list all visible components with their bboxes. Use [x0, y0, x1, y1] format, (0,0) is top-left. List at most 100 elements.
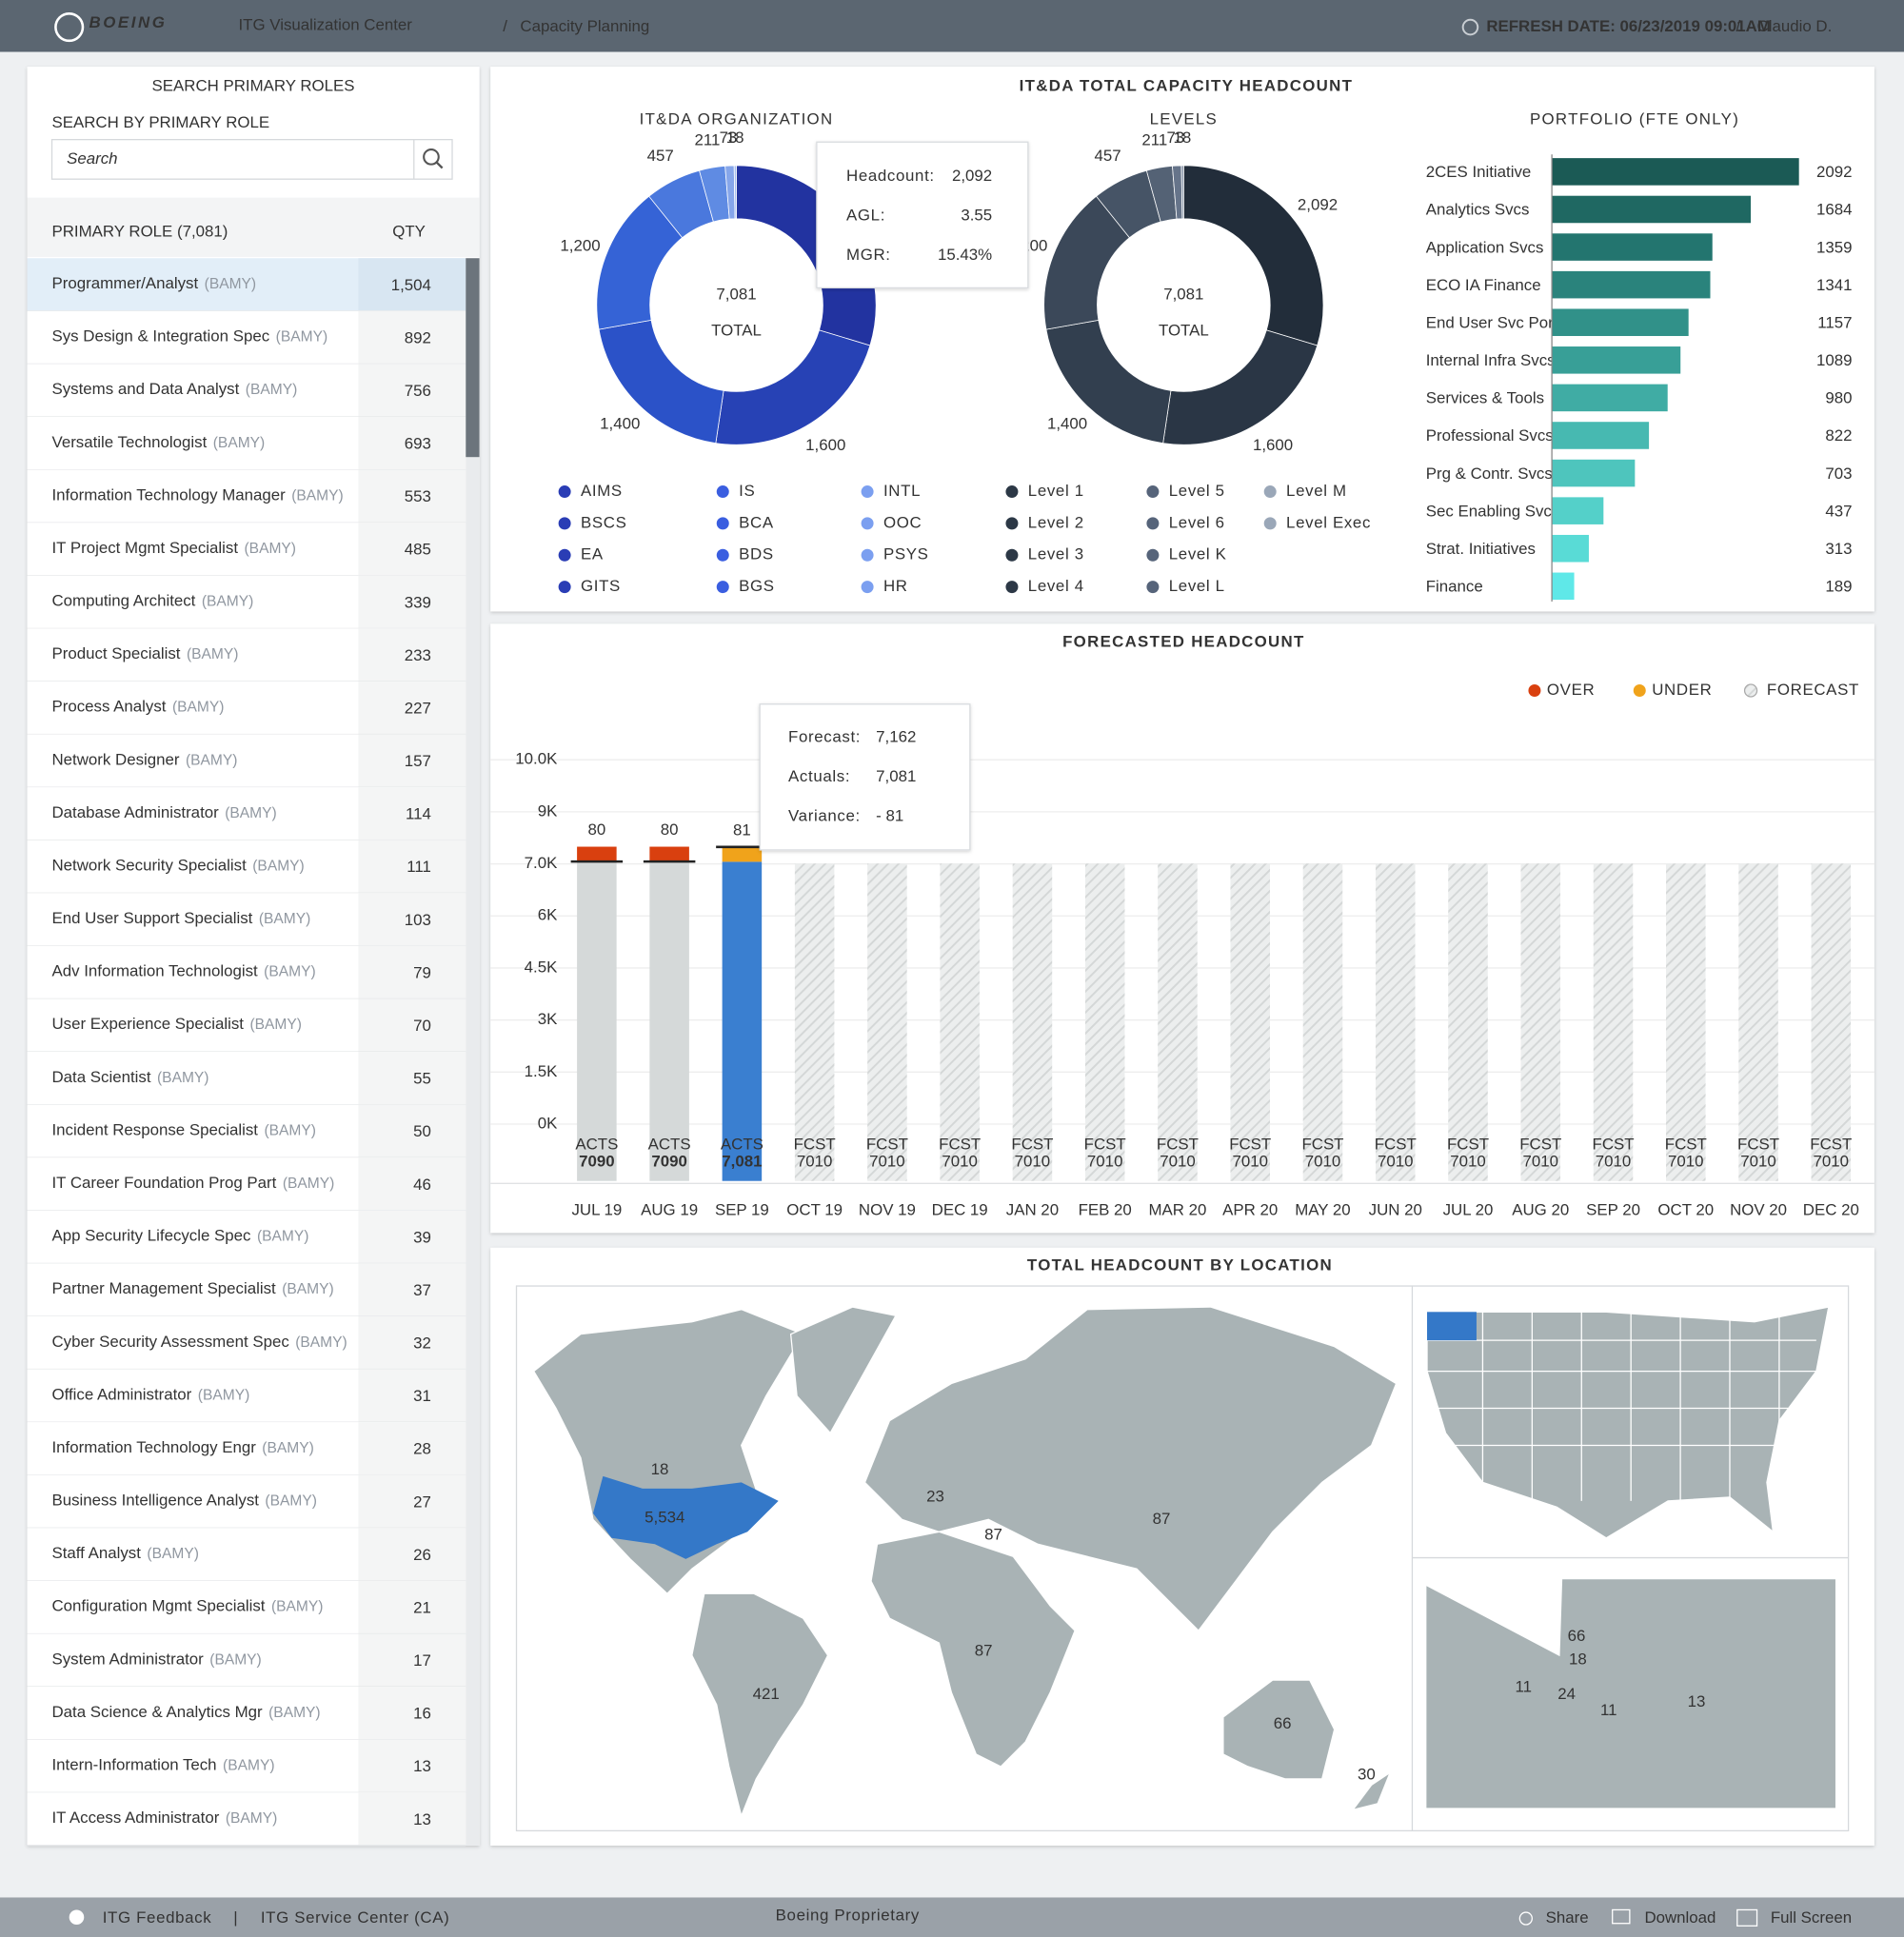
role-tag: (BAMY): [257, 1229, 308, 1245]
forecast-bar[interactable]: [1230, 863, 1270, 1181]
bar-value: 1341: [1816, 276, 1853, 294]
role-name: Office Administrator (BAMY): [52, 1386, 250, 1404]
actual-bar[interactable]: [649, 861, 689, 1181]
y-tick-label: 1.5K: [525, 1062, 558, 1080]
bar[interactable]: [1552, 534, 1589, 563]
forecast-bar[interactable]: [867, 863, 907, 1181]
tooltip-label: Variance:: [788, 806, 861, 824]
role-qty: 103: [405, 911, 431, 929]
donut-segment[interactable]: [1182, 165, 1324, 346]
bar[interactable]: [1552, 459, 1636, 487]
footer-divider: |: [233, 1908, 238, 1927]
legend-label: BSCS: [581, 513, 627, 531]
role-name: Staff Analyst (BAMY): [52, 1545, 199, 1563]
bar[interactable]: [1552, 158, 1799, 186]
search-box[interactable]: [50, 139, 453, 180]
forecast-bar[interactable]: [940, 863, 980, 1181]
refresh-date: REFRESH DATE: 06/23/2019 09:01AM: [1486, 17, 1771, 35]
footer-link[interactable]: ITG Feedback: [103, 1908, 212, 1927]
role-qty: 27: [413, 1492, 431, 1511]
map-land: [1425, 1577, 1837, 1809]
actual-bar[interactable]: [722, 861, 763, 1181]
qty-cell: [358, 840, 466, 894]
forecast-bar[interactable]: [1520, 863, 1561, 1181]
bar[interactable]: [1552, 497, 1604, 524]
forecast-bar[interactable]: [1738, 863, 1778, 1181]
forecast-bar[interactable]: [1084, 863, 1125, 1181]
forecast-bar[interactable]: [1302, 863, 1343, 1181]
role-label: Partner Management Specialist: [52, 1280, 277, 1298]
qty-cell: [358, 258, 466, 311]
forecast-bar[interactable]: [1158, 863, 1198, 1181]
bar-value: 7010: [1305, 1153, 1341, 1171]
role-qty: 892: [405, 328, 431, 346]
donut-segment[interactable]: [736, 165, 877, 346]
legend-label: HR: [883, 577, 908, 595]
location-count: 23: [926, 1487, 944, 1505]
bar-series-label: FCST: [1301, 1136, 1343, 1154]
app-title: ITG Visualization Center: [238, 16, 412, 34]
footer-text: Boeing Proprietary: [776, 1906, 920, 1924]
legend-swatch: [1146, 485, 1160, 499]
donut-segment[interactable]: [733, 165, 737, 220]
role-tag: (BAMY): [264, 964, 315, 980]
forecast-bar[interactable]: [1012, 863, 1053, 1181]
scrollbar: [466, 258, 480, 1846]
role-name: Information Technology Engr (BAMY): [52, 1438, 314, 1456]
forecast-bar[interactable]: [1666, 863, 1706, 1181]
forecast-bar[interactable]: [1375, 863, 1416, 1181]
legend-label: OVER: [1547, 681, 1595, 699]
bar-series-label: FCST: [1519, 1136, 1561, 1154]
bar[interactable]: [1552, 422, 1650, 449]
map-land: [691, 1592, 829, 1818]
bar-value: 7010: [869, 1153, 905, 1171]
location-count: 5,534: [645, 1508, 684, 1526]
x-tick-label: DEC 20: [1803, 1200, 1859, 1218]
chart-title: PORTFOLIO (FTE ONLY): [1530, 109, 1739, 128]
scroll-thumb[interactable]: [466, 258, 480, 458]
bar[interactable]: [1552, 308, 1689, 337]
legend-swatch: [1146, 548, 1160, 562]
forecast-bar[interactable]: [1448, 863, 1488, 1181]
bar[interactable]: [1552, 384, 1668, 412]
bar[interactable]: [1552, 270, 1711, 299]
bar[interactable]: [1552, 195, 1752, 224]
role-qty: 114: [406, 805, 431, 823]
footer-link[interactable]: Share: [1546, 1908, 1589, 1927]
map-highlight[interactable]: [592, 1475, 779, 1559]
bar[interactable]: [1552, 233, 1713, 261]
footer-link[interactable]: ITG Service Center (CA): [261, 1908, 450, 1927]
donut-segment[interactable]: [1180, 165, 1184, 220]
y-tick-label: 4.5K: [525, 958, 558, 976]
tooltip-value: 7,081: [876, 767, 916, 785]
bar-value: 980: [1825, 389, 1852, 407]
state-highlight[interactable]: [1427, 1312, 1477, 1341]
role-tag: (BAMY): [271, 1599, 323, 1615]
total-label: TOTAL: [1159, 321, 1209, 339]
total-value: 7,081: [1163, 286, 1203, 304]
role-tag: (BAMY): [268, 1705, 320, 1721]
qty-cell: [358, 1687, 466, 1740]
role-label: Network Designer: [52, 751, 180, 769]
tooltip-label: MGR:: [846, 246, 891, 264]
role-label: Office Administrator: [52, 1386, 192, 1404]
bar[interactable]: [1552, 572, 1575, 601]
forecast-bar[interactable]: [794, 863, 835, 1181]
role-name: Computing Architect (BAMY): [52, 592, 254, 610]
role-label: Intern-Information Tech: [52, 1756, 217, 1774]
bar[interactable]: [1552, 346, 1681, 374]
forecast-bar[interactable]: [1593, 863, 1634, 1181]
role-label: Configuration Mgmt Specialist: [52, 1597, 266, 1615]
role-tag: (BAMY): [186, 752, 237, 768]
x-tick-label: DEC 19: [932, 1200, 988, 1218]
footer-link[interactable]: Download: [1644, 1908, 1716, 1927]
actual-bar[interactable]: [577, 861, 617, 1181]
column-header: QTY: [392, 222, 426, 240]
role-qty: 756: [405, 382, 431, 400]
footer-link[interactable]: Full Screen: [1771, 1908, 1852, 1927]
segment-label: 1,600: [805, 436, 845, 454]
role-name: Business Intelligence Analyst (BAMY): [52, 1492, 317, 1510]
header-bar: [0, 0, 1904, 52]
forecast-bar[interactable]: [1811, 863, 1852, 1181]
search-icon[interactable]: [423, 148, 440, 166]
